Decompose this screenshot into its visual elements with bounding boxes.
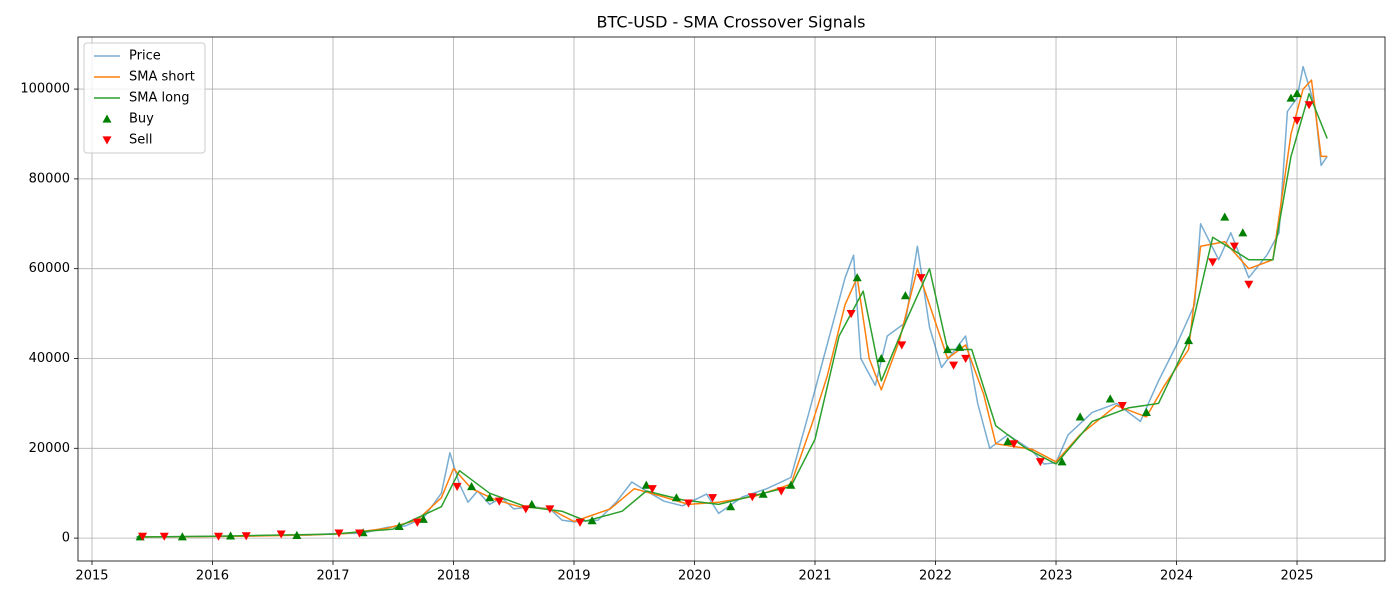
signal-marker [467, 481, 477, 491]
signal-marker [521, 505, 531, 514]
signal-marker [1286, 93, 1296, 102]
y-tick-label: 60000 [29, 261, 70, 276]
signal-marker [1141, 407, 1151, 416]
x-tick-label: 2023 [1039, 569, 1072, 584]
signal-marker [1244, 280, 1254, 289]
x-tick-label: 2018 [437, 569, 470, 584]
signal-marker [1035, 458, 1045, 467]
signal-marker [726, 502, 736, 511]
signal-marker [1003, 437, 1013, 446]
signal-marker [1292, 89, 1302, 98]
signal-marker [852, 273, 862, 282]
signal-marker [292, 530, 302, 540]
signal-marker [1220, 212, 1230, 221]
signal-marker [418, 514, 428, 523]
signal-marker [961, 354, 971, 363]
chart-title: BTC-USD - SMA Crossover Signals [597, 13, 866, 32]
signal-marker [494, 497, 504, 506]
x-tick-label: 2021 [798, 569, 831, 584]
x-tick-label: 2020 [678, 569, 711, 584]
x-tick-label: 2024 [1160, 569, 1193, 584]
signal-marker [452, 482, 462, 491]
signal-marker [276, 530, 286, 539]
signal-marker [545, 505, 555, 514]
legend-label: Price [129, 49, 161, 64]
signal-marker [1304, 101, 1314, 110]
signal-marker [214, 532, 224, 541]
signal-marker [776, 487, 786, 496]
signal-marker [1229, 242, 1239, 251]
x-tick-label: 2019 [557, 569, 590, 584]
plot-frame [77, 36, 1386, 562]
legend-swatch [102, 136, 112, 145]
x-tick-label: 2015 [75, 569, 108, 584]
legend-box [83, 42, 206, 154]
signal-marker [355, 529, 365, 538]
signal-marker [876, 353, 886, 363]
signal-marker [747, 493, 757, 502]
signal-marker [159, 532, 169, 541]
signal-marker [943, 345, 953, 354]
legend-label: SMA long [129, 91, 190, 106]
signal-marker [1238, 228, 1248, 237]
legend-label: Buy [129, 112, 154, 127]
signal-marker [671, 493, 681, 502]
signal-marker [334, 529, 344, 538]
signal-marker [1184, 336, 1194, 345]
signal-marker [846, 309, 856, 319]
signal-marker [1105, 394, 1115, 403]
signal-marker [758, 489, 768, 498]
signal-marker [177, 532, 187, 541]
legend: Price SMA short SMA long Buy Sell [83, 42, 206, 154]
signal-marker [1009, 440, 1019, 449]
signal-marker [897, 341, 907, 350]
plot [135, 65, 1328, 541]
signal-marker [587, 516, 597, 525]
y-tick-label: 80000 [29, 171, 70, 186]
signal-marker [226, 531, 236, 540]
signal-marker [1208, 258, 1218, 267]
signal-marker [900, 291, 910, 300]
signal-marker [1292, 116, 1302, 126]
y-tick-label: 20000 [29, 441, 70, 456]
x-tick-label: 2017 [316, 569, 349, 584]
signal-marker [1075, 412, 1085, 421]
signal-marker [394, 521, 404, 531]
legend-swatch [102, 114, 112, 123]
grid [78, 37, 1385, 561]
legend-label: SMA short [129, 70, 195, 85]
signal-marker [1117, 402, 1127, 411]
signal-marker [955, 342, 965, 351]
signal-marker [916, 274, 926, 283]
y-tick-label: 100000 [20, 82, 70, 97]
signal-marker [575, 518, 585, 527]
y-tick-label: 0 [62, 531, 70, 546]
signal-marker [641, 480, 651, 489]
signal-marker [647, 485, 657, 494]
legend-label: Sell [129, 133, 152, 148]
signal-marker [949, 361, 959, 370]
signal-marker [485, 493, 495, 502]
x-tick-label: 2022 [919, 569, 952, 584]
line-series [136, 65, 1328, 538]
signal-marker [412, 518, 422, 527]
signal-marker [1057, 457, 1067, 466]
signal-marker [683, 499, 693, 508]
x-tick-label: 2025 [1280, 569, 1313, 584]
signal-marker [138, 532, 148, 541]
line-series [140, 79, 1328, 538]
signal-marker [241, 532, 251, 541]
signal-marker [786, 480, 796, 489]
line-series [136, 92, 1328, 538]
x-tick-label: 2016 [196, 569, 229, 584]
signal-marker [708, 494, 718, 503]
y-tick-label: 40000 [29, 351, 70, 366]
